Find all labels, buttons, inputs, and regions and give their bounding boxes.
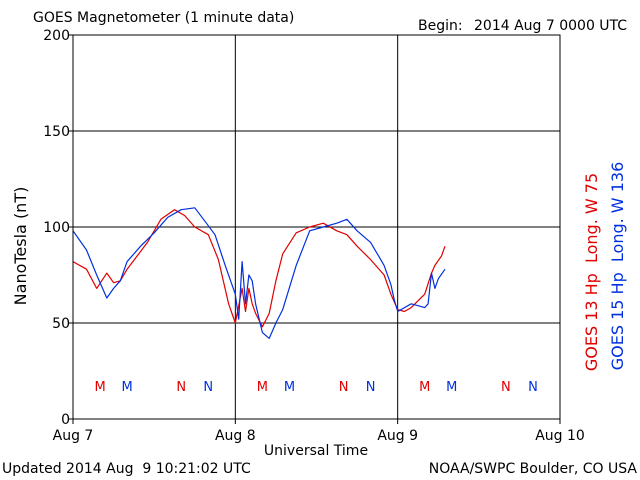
marker-m-9: M xyxy=(446,380,457,395)
y-axis-label: NanoTesla (nT) xyxy=(11,187,30,306)
x-axis-ticks: Aug 7 Aug 8 Aug 9 Aug 10 xyxy=(53,419,585,444)
legend-goes13: GOES 13 Hp Long. W 75 xyxy=(582,173,601,371)
x-axis-label: Universal Time xyxy=(264,443,368,459)
grid-lines xyxy=(73,35,560,419)
marker-n-6: N xyxy=(339,380,349,395)
marker-m-4: M xyxy=(257,380,268,395)
marker-n-11: N xyxy=(528,380,538,395)
x-tick-label-0: Aug 7 xyxy=(53,428,94,444)
x-tick-label-3: Aug 10 xyxy=(535,428,585,444)
x-tick-label-2: Aug 9 xyxy=(377,428,418,444)
marker-n-2: N xyxy=(176,380,186,395)
data-series xyxy=(72,207,446,339)
magnetometer-chart: 0 50 100 150 200 Aug 7 Aug 8 Aug 9 Aug 10 M M N N M… xyxy=(11,28,627,459)
y-tick-label-4: 200 xyxy=(43,28,70,44)
y-tick-label-2: 100 xyxy=(43,220,70,236)
marker-n-7: N xyxy=(366,380,376,395)
updated-timestamp: Updated 2014 Aug 9 10:21:02 UTC xyxy=(2,461,251,477)
marker-m-8: M xyxy=(419,380,430,395)
y-tick-label-3: 150 xyxy=(43,124,70,140)
chart-title: GOES Magnetometer (1 minute data) xyxy=(33,10,295,26)
marker-n-10: N xyxy=(501,380,511,395)
marker-m-5: M xyxy=(284,380,295,395)
y-tick-label-1: 50 xyxy=(52,316,70,332)
legend-goes15: GOES 15 Hp Long. W 136 xyxy=(608,162,627,370)
x-tick-label-1: Aug 8 xyxy=(215,428,256,444)
marker-m-0: M xyxy=(94,380,105,395)
series-line-goes15 xyxy=(72,207,446,339)
begin-label: Begin: xyxy=(418,18,463,34)
marker-m-1: M xyxy=(122,380,133,395)
y-axis-ticks: 0 50 100 150 200 xyxy=(43,28,73,428)
begin-value: 2014 Aug 7 0000 UTC xyxy=(474,18,628,34)
credit-text: NOAA/SWPC Boulder, CO USA xyxy=(428,461,637,477)
marker-n-3: N xyxy=(203,380,213,395)
y-tick-label-0: 0 xyxy=(61,412,70,428)
